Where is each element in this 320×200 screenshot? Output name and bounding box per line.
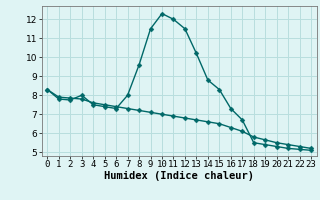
X-axis label: Humidex (Indice chaleur): Humidex (Indice chaleur): [104, 171, 254, 181]
